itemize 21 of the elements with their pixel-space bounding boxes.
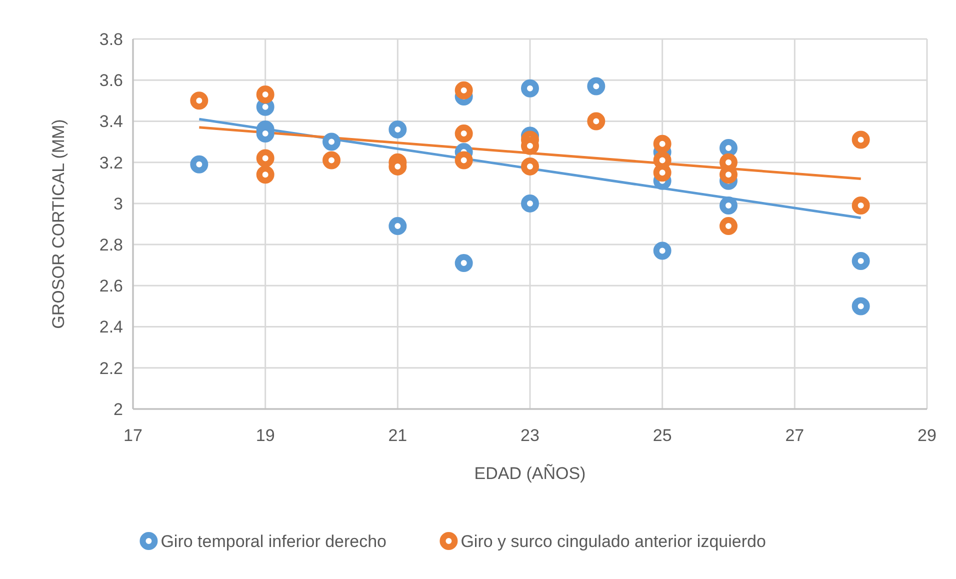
y-tick-label: 3	[114, 194, 123, 214]
x-tick-label: 17	[124, 426, 142, 445]
x-tick-label: 19	[256, 426, 275, 445]
y-axis-title: GROSOR CORTICAL (MM)	[49, 119, 68, 329]
x-tick-label: 27	[785, 426, 804, 445]
y-tick-label: 2	[114, 400, 123, 419]
legend-label: Giro temporal inferior derecho	[160, 532, 387, 551]
y-tick-label: 3.8	[99, 30, 123, 49]
y-tick-label: 3.6	[99, 71, 123, 90]
y-tick-label: 2.8	[99, 236, 123, 255]
x-tick-label: 29	[918, 426, 936, 445]
y-tick-label: 2.2	[99, 358, 123, 378]
x-tick-label: 23	[520, 426, 540, 445]
x-tick-label: 21	[388, 426, 408, 445]
y-tick-label: 3.2	[99, 153, 123, 172]
y-tick-label: 2.6	[99, 276, 123, 296]
x-axis-title: EDAD (AÑOS)	[474, 464, 586, 483]
y-tick-label: 3.4	[99, 112, 123, 132]
legend-label: Giro y surco cingulado anterior izquierdo	[460, 532, 766, 551]
x-tick-label: 25	[652, 426, 672, 445]
y-tick-label: 2.4	[99, 318, 123, 337]
